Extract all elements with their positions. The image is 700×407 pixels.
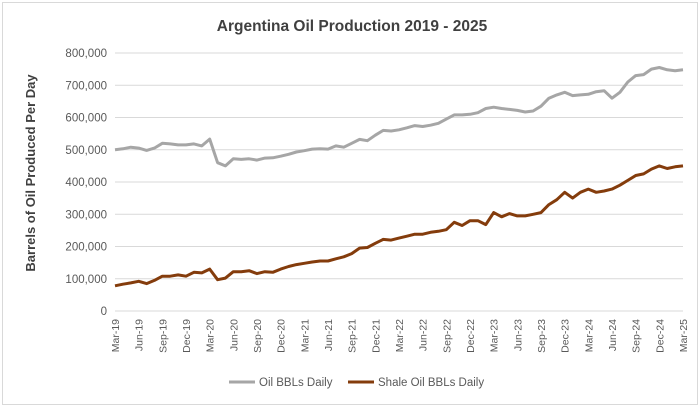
x-tick-label: Dec-19 <box>181 319 193 353</box>
y-tick-label: 800,000 <box>65 48 107 60</box>
y-tick-label: 600,000 <box>65 113 107 125</box>
x-tick-label: Sep-23 <box>536 319 548 353</box>
x-tick-label: Sep-21 <box>347 319 359 353</box>
y-tick-label: 700,000 <box>65 80 107 92</box>
y-tick-label: 300,000 <box>65 209 107 221</box>
series-line-shale-oil <box>114 164 684 288</box>
x-tick-label: Jun-23 <box>512 319 524 351</box>
x-tick-label: Dec-22 <box>465 319 477 353</box>
grid-lines <box>115 52 683 312</box>
x-tick-label: Dec-21 <box>370 319 382 353</box>
x-tick-label: Sep-24 <box>631 319 643 353</box>
legend-label-oil: Oil BBLs Daily <box>259 377 333 389</box>
legend-label-shale-oil: Shale Oil BBLs Daily <box>378 377 484 389</box>
x-tick-label: Dec-24 <box>654 319 666 353</box>
x-tick-label: Mar-20 <box>205 319 217 352</box>
x-tick-label: Mar-23 <box>489 319 501 352</box>
series-line-oil <box>114 66 684 168</box>
x-tick-label: Dec-23 <box>560 319 572 353</box>
x-tick-label: Jun-24 <box>607 319 619 351</box>
x-tick-label: Jun-21 <box>323 319 335 351</box>
x-tick-label: Jun-22 <box>418 319 430 351</box>
x-tick-label: Sep-20 <box>252 319 264 353</box>
x-tick-labels: Mar-19 Jun-19 Sep-19 Dec-19 Mar-20 Jun-20 Sep-… <box>110 319 690 353</box>
x-tick-label: Mar-24 <box>583 319 595 352</box>
y-tick-labels: 0 100,000 200,000 300,000 400,000 500,000 600,… <box>65 48 107 318</box>
chart-title: Argentina Oil Production 2019 - 2025 <box>217 18 488 35</box>
y-tick-label: 400,000 <box>65 177 107 189</box>
y-tick-label: 500,000 <box>65 145 107 157</box>
y-tick-label: 0 <box>101 306 107 318</box>
x-tick-label: Sep-19 <box>157 319 169 353</box>
x-tick-label: Mar-22 <box>394 319 406 352</box>
x-tick-label: Jun-20 <box>228 319 240 351</box>
x-tick-label: Dec-20 <box>276 319 288 353</box>
y-axis-label: Barrels of Oil Produced Per Day <box>23 74 38 272</box>
chart-canvas: Argentina Oil Production 2019 - 2025 Bar… <box>23 18 690 389</box>
legend: Oil BBLs Daily Shale Oil BBLs Daily <box>229 377 484 389</box>
x-tick-label: Sep-22 <box>441 319 453 353</box>
x-tick-label: Mar-19 <box>110 319 122 352</box>
series-lines <box>114 66 684 288</box>
y-tick-label: 100,000 <box>65 274 107 286</box>
x-tick-label: Mar-25 <box>678 319 690 352</box>
x-tick-label: Jun-19 <box>134 319 146 351</box>
x-tick-label: Mar-21 <box>299 319 311 352</box>
y-tick-label: 200,000 <box>65 242 107 254</box>
